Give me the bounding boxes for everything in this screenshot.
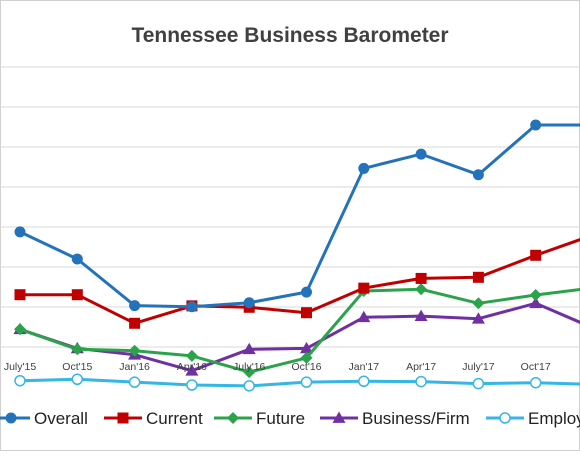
x-tick-label: Oct'16 bbox=[291, 361, 321, 373]
data-point-employment bbox=[358, 375, 370, 388]
x-tick-label: July'16 bbox=[233, 361, 266, 373]
data-point-future bbox=[529, 289, 542, 301]
legend-marker bbox=[5, 412, 17, 424]
data-point-business-firm bbox=[185, 364, 199, 376]
data-point-business-firm bbox=[471, 312, 485, 324]
legend-label: Employment bbox=[528, 409, 580, 428]
data-point-overall bbox=[243, 297, 255, 309]
legend-marker bbox=[499, 412, 511, 424]
x-tick-label: Apr'16 bbox=[177, 361, 207, 373]
data-point-employment bbox=[14, 374, 26, 387]
data-point-current bbox=[530, 249, 542, 261]
data-point-employment bbox=[128, 376, 141, 388]
data-point-employment bbox=[71, 373, 84, 386]
x-tick-label: July'15 bbox=[4, 361, 37, 373]
data-point-employment bbox=[186, 379, 198, 391]
data-point-overall bbox=[129, 300, 141, 312]
data-point-overall bbox=[14, 226, 26, 238]
data-point-employment bbox=[529, 376, 542, 389]
data-point-future bbox=[14, 323, 26, 336]
data-point-overall bbox=[301, 286, 312, 298]
legend-item-business-firm: Business/Firm bbox=[320, 409, 470, 428]
x-tick-label: Oct'15 bbox=[62, 361, 92, 373]
data-point-future bbox=[300, 351, 313, 364]
data-point-overall bbox=[186, 301, 198, 313]
x-tick-label: Jan'16 bbox=[119, 361, 150, 373]
series-line-overall bbox=[19, 123, 580, 309]
gridlines bbox=[0, 66, 580, 348]
series-line-employment bbox=[19, 377, 580, 388]
data-point-overall bbox=[415, 148, 427, 160]
series-future bbox=[14, 283, 580, 379]
data-point-current bbox=[71, 289, 83, 301]
legend-marker bbox=[227, 412, 239, 424]
legend-marker bbox=[332, 411, 346, 423]
x-tick-label: Oct'17 bbox=[521, 361, 551, 373]
data-point-overall bbox=[472, 169, 484, 181]
data-point-future bbox=[415, 283, 428, 296]
plot-area bbox=[13, 119, 580, 392]
series-line-future bbox=[19, 287, 580, 374]
data-point-future bbox=[472, 297, 485, 310]
data-point-future bbox=[185, 349, 198, 362]
data-point-current bbox=[472, 271, 484, 283]
data-point-current bbox=[129, 317, 141, 329]
x-tick-label: Jan'17 bbox=[348, 361, 379, 373]
series-employment bbox=[14, 373, 580, 392]
legend-item-employment: Employment bbox=[486, 409, 580, 428]
data-point-overall bbox=[71, 253, 83, 265]
series-overall bbox=[14, 119, 580, 313]
data-point-business-firm bbox=[242, 342, 256, 355]
data-point-employment bbox=[300, 376, 313, 388]
data-point-employment bbox=[243, 380, 255, 392]
data-point-future bbox=[243, 366, 256, 379]
x-tick-label: July'17 bbox=[462, 361, 495, 373]
data-point-overall bbox=[358, 162, 370, 174]
x-tick-label: Apr'17 bbox=[406, 361, 436, 373]
data-point-overall bbox=[530, 119, 542, 131]
legend-label: Future bbox=[256, 409, 305, 428]
data-point-current bbox=[415, 272, 427, 284]
legend-label: Business/Firm bbox=[362, 409, 470, 428]
legend-marker bbox=[117, 412, 129, 424]
chart-title: Tennessee Business Barometer bbox=[131, 24, 448, 47]
data-point-future bbox=[71, 343, 84, 356]
data-point-future bbox=[128, 344, 141, 357]
legend-item-future: Future bbox=[214, 409, 305, 428]
data-point-employment bbox=[472, 377, 485, 390]
legend: Overall Current Future Business/Firm Employm… bbox=[0, 409, 580, 428]
data-point-business-firm bbox=[414, 309, 428, 322]
data-point-current bbox=[358, 282, 370, 294]
data-point-current bbox=[14, 289, 26, 301]
x-axis: July'15 Oct'15 Jan'16 Apr'16 July'16 Oct'16 Ja… bbox=[4, 361, 551, 373]
data-point-business-firm bbox=[357, 310, 371, 323]
data-point-business-firm bbox=[300, 341, 313, 354]
legend-label: Overall bbox=[34, 409, 88, 428]
legend-item-overall: Overall bbox=[0, 409, 88, 428]
legend-label: Current bbox=[146, 409, 203, 428]
data-point-business-firm bbox=[529, 296, 543, 309]
legend-item-current: Current bbox=[104, 409, 203, 428]
data-point-employment bbox=[415, 375, 427, 388]
data-point-current bbox=[301, 307, 312, 319]
